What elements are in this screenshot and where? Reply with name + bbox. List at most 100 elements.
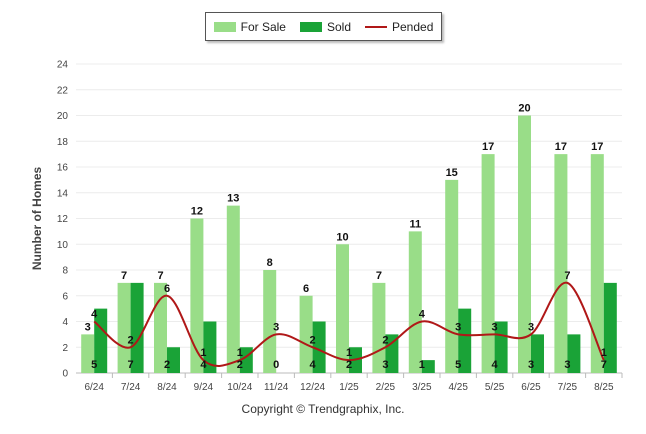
- y-axis-title: Number of Homes: [30, 167, 44, 271]
- data-label-sold: 1: [419, 359, 425, 371]
- data-label-for-sale: 7: [376, 270, 382, 282]
- data-label-for-sale: 15: [446, 167, 458, 179]
- data-label-sold: 4: [310, 359, 317, 371]
- y-tick-label: 18: [57, 137, 69, 148]
- data-label-pended: 3: [528, 321, 534, 333]
- pended-line: [93, 281, 605, 367]
- data-label-pended: 2: [128, 334, 134, 346]
- bar-sold: [203, 321, 217, 373]
- legend-label-for-sale: For Sale: [240, 19, 286, 34]
- data-label-pended: 3: [492, 321, 498, 333]
- bar-for-sale: [154, 282, 167, 373]
- data-label-for-sale: 6: [303, 283, 309, 295]
- data-label-sold: 3: [528, 359, 534, 371]
- bar-sold: [130, 282, 144, 373]
- y-tick-label: 14: [57, 188, 69, 199]
- y-tick-label: 22: [57, 85, 69, 96]
- copyright-footer: Copyright © Trendgraphix, Inc.: [241, 402, 405, 416]
- data-label-for-sale: 8: [267, 257, 273, 269]
- y-tick-label: 12: [57, 214, 69, 225]
- data-label-pended: 3: [455, 321, 461, 333]
- x-tick-label: 12/24: [300, 382, 325, 393]
- data-label-pended: 1: [237, 347, 243, 359]
- x-tick-label: 3/25: [412, 382, 432, 393]
- data-label-for-sale: 7: [157, 270, 163, 282]
- bar-sold: [603, 282, 617, 373]
- x-tick-label: 1/25: [339, 382, 359, 393]
- x-tick-label: 7/25: [558, 382, 578, 393]
- y-tick-label: 24: [57, 60, 69, 71]
- x-tick-label: 8/24: [157, 382, 177, 393]
- data-label-for-sale: 17: [555, 141, 567, 153]
- bar-sold: [458, 308, 472, 373]
- data-label-sold: 7: [601, 359, 607, 371]
- legend-label-sold: Sold: [326, 19, 351, 34]
- data-label-for-sale: 17: [482, 141, 494, 153]
- data-label-for-sale: 17: [591, 141, 603, 153]
- y-tick-label: 8: [62, 266, 68, 277]
- data-label-sold: 2: [346, 359, 352, 371]
- sold-swatch: [299, 21, 322, 32]
- data-label-pended: 2: [382, 334, 388, 346]
- data-label-pended: 1: [346, 347, 352, 359]
- data-label-sold: 7: [128, 359, 134, 371]
- x-tick-label: 7/24: [121, 382, 141, 393]
- data-label-sold: 3: [382, 359, 388, 371]
- bar-for-sale: [336, 244, 349, 373]
- y-tick-label: 10: [57, 240, 69, 251]
- data-label-pended: 1: [200, 347, 206, 359]
- bar-for-sale: [518, 115, 531, 373]
- bar-sold: [167, 347, 180, 373]
- data-label-for-sale: 7: [121, 270, 127, 282]
- data-label-pended: 2: [310, 334, 316, 346]
- data-label-pended: 3: [273, 321, 279, 333]
- x-tick-label: 10/24: [227, 382, 252, 393]
- legend-item-for-sale[interactable]: For Sale: [213, 19, 286, 34]
- data-label-sold: 5: [91, 359, 97, 371]
- y-tick-label: 4: [62, 317, 68, 328]
- data-label-for-sale: 13: [227, 193, 239, 205]
- data-label-pended: 7: [564, 270, 570, 282]
- data-label-sold: 0: [273, 359, 279, 371]
- y-tick-label: 20: [57, 111, 69, 122]
- bar-for-sale: [481, 154, 495, 373]
- x-tick-label: 9/24: [194, 382, 214, 393]
- data-label-for-sale: 12: [191, 206, 203, 218]
- data-label-sold: 4: [492, 359, 499, 371]
- data-label-sold: 2: [237, 359, 243, 371]
- bar-for-sale: [226, 205, 240, 373]
- legend: For Sale Sold Pended: [205, 12, 442, 41]
- bar-sold: [567, 334, 581, 373]
- bar-sold: [531, 334, 544, 373]
- data-label-sold: 5: [455, 359, 461, 371]
- legend-item-sold[interactable]: Sold: [299, 19, 351, 34]
- bar-for-sale: [554, 154, 568, 373]
- data-label-pended: 6: [164, 283, 170, 295]
- legend-item-pended[interactable]: Pended: [365, 20, 433, 34]
- data-label-sold: 2: [164, 359, 170, 371]
- x-tick-label: 6/25: [521, 382, 541, 393]
- data-label-for-sale: 20: [518, 103, 530, 115]
- x-tick-label: 11/24: [264, 382, 289, 393]
- bar-for-sale: [590, 154, 604, 373]
- bar-for-sale: [190, 218, 204, 373]
- data-label-for-sale: 11: [409, 218, 421, 230]
- x-tick-label: 6/24: [84, 382, 104, 393]
- bar-for-sale: [445, 179, 459, 373]
- bar-for-sale: [299, 295, 313, 373]
- pended-swatch: [365, 25, 387, 28]
- data-label-for-sale: 10: [336, 231, 348, 243]
- data-label-pended: 1: [601, 347, 607, 359]
- bar-for-sale: [408, 231, 422, 373]
- y-tick-label: 16: [57, 163, 69, 174]
- bar-for-sale: [263, 270, 277, 373]
- data-label-sold: 4: [200, 359, 207, 371]
- x-tick-label: 4/25: [448, 382, 468, 393]
- data-label-for-sale: 3: [85, 321, 91, 333]
- bar-sold: [312, 321, 326, 373]
- x-tick-label: 2/25: [376, 382, 396, 393]
- x-tick-label: 8/25: [594, 382, 614, 393]
- data-label-pended: 4: [91, 309, 98, 321]
